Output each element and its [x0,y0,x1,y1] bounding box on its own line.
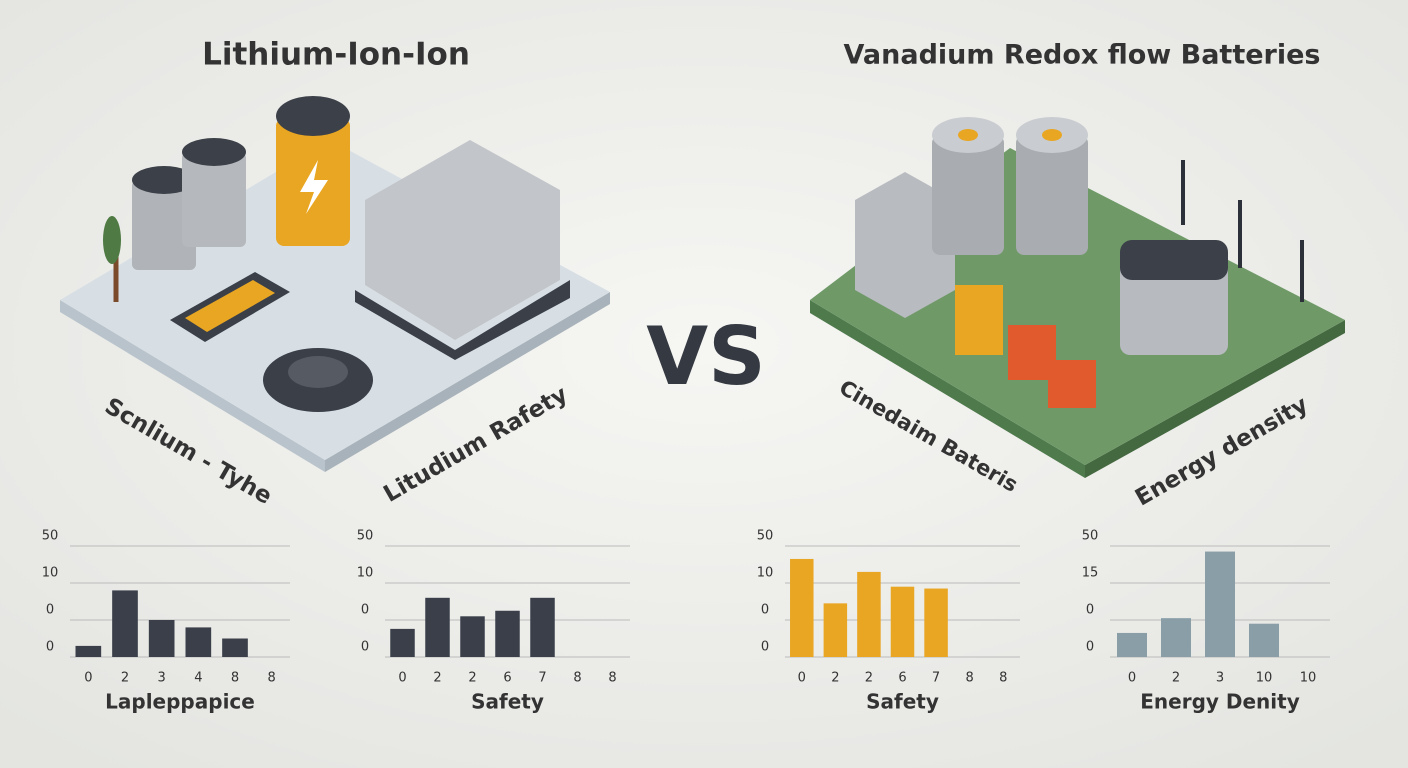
x-tick-label: 8 [231,671,239,686]
y-tick-label: 0 [46,603,54,618]
bar [390,628,415,657]
x-tick-label: 0 [1128,671,1136,686]
y-tick-label: 50 [357,529,374,544]
bar [823,603,848,657]
x-tick-label: 2 [1172,671,1180,686]
bar [148,620,175,657]
x-tick-label: 8 [268,671,276,686]
y-tick-label: 0 [1086,640,1094,655]
y-tick-label: 15 [1082,566,1099,581]
y-tick-label: 10 [357,566,374,581]
bar [790,558,814,657]
bar [924,588,948,657]
bar [222,638,248,657]
bar [1205,551,1235,657]
x-tick-label: 7 [538,671,546,686]
x-tick-label: 0 [798,671,806,686]
x-tick-label: 3 [158,671,166,686]
left-illustration [60,96,610,472]
x-tick-label: 8 [573,671,581,686]
y-tick-label: 0 [761,603,769,618]
bar [495,610,520,657]
x-tick-label: 0 [84,671,92,686]
y-tick-label: 0 [361,603,369,618]
y-tick-label: 50 [42,529,59,544]
right-illustration [810,117,1345,478]
bar [112,590,138,657]
x-tick-label: 2 [121,671,129,686]
right-title: Vanadium Redox flow Batteries [844,40,1321,71]
x-tick-label: 8 [966,671,974,686]
bar [530,597,555,657]
bar [75,645,102,657]
x-tick-label: 10 [1300,671,1317,686]
bar [1249,623,1279,657]
bar [857,571,881,657]
y-tick-label: 10 [42,566,59,581]
chart-title: Safety [866,690,939,714]
x-tick-label: 2 [433,671,441,686]
x-tick-label: 8 [608,671,616,686]
y-tick-label: 0 [1086,603,1094,618]
x-tick-label: 10 [1256,671,1273,686]
bar [460,616,485,657]
x-tick-label: 2 [468,671,476,686]
bar [425,597,450,657]
x-tick-label: 6 [503,671,511,686]
bar [1161,618,1191,657]
x-tick-label: 0 [398,671,406,686]
bar [890,586,915,657]
chart-title: Energy Denity [1140,690,1300,714]
x-tick-label: 2 [831,671,839,686]
left-title: Lithium-Ion-Ion [202,37,470,73]
x-tick-label: 3 [1216,671,1224,686]
y-tick-label: 0 [361,640,369,655]
chart-title: Lapleppapice [105,690,255,714]
x-tick-label: 2 [865,671,873,686]
bar [1117,632,1147,657]
x-tick-label: 6 [898,671,906,686]
chart-title: Safety [471,690,544,714]
y-tick-label: 50 [1082,529,1099,544]
y-tick-label: 50 [757,529,774,544]
x-tick-label: 7 [932,671,940,686]
vs: VS [646,310,766,403]
y-tick-label: 0 [46,640,54,655]
x-tick-label: 8 [999,671,1007,686]
bar [185,627,212,657]
x-tick-label: 4 [194,671,202,686]
y-tick-label: 0 [761,640,769,655]
y-tick-label: 10 [757,566,774,581]
